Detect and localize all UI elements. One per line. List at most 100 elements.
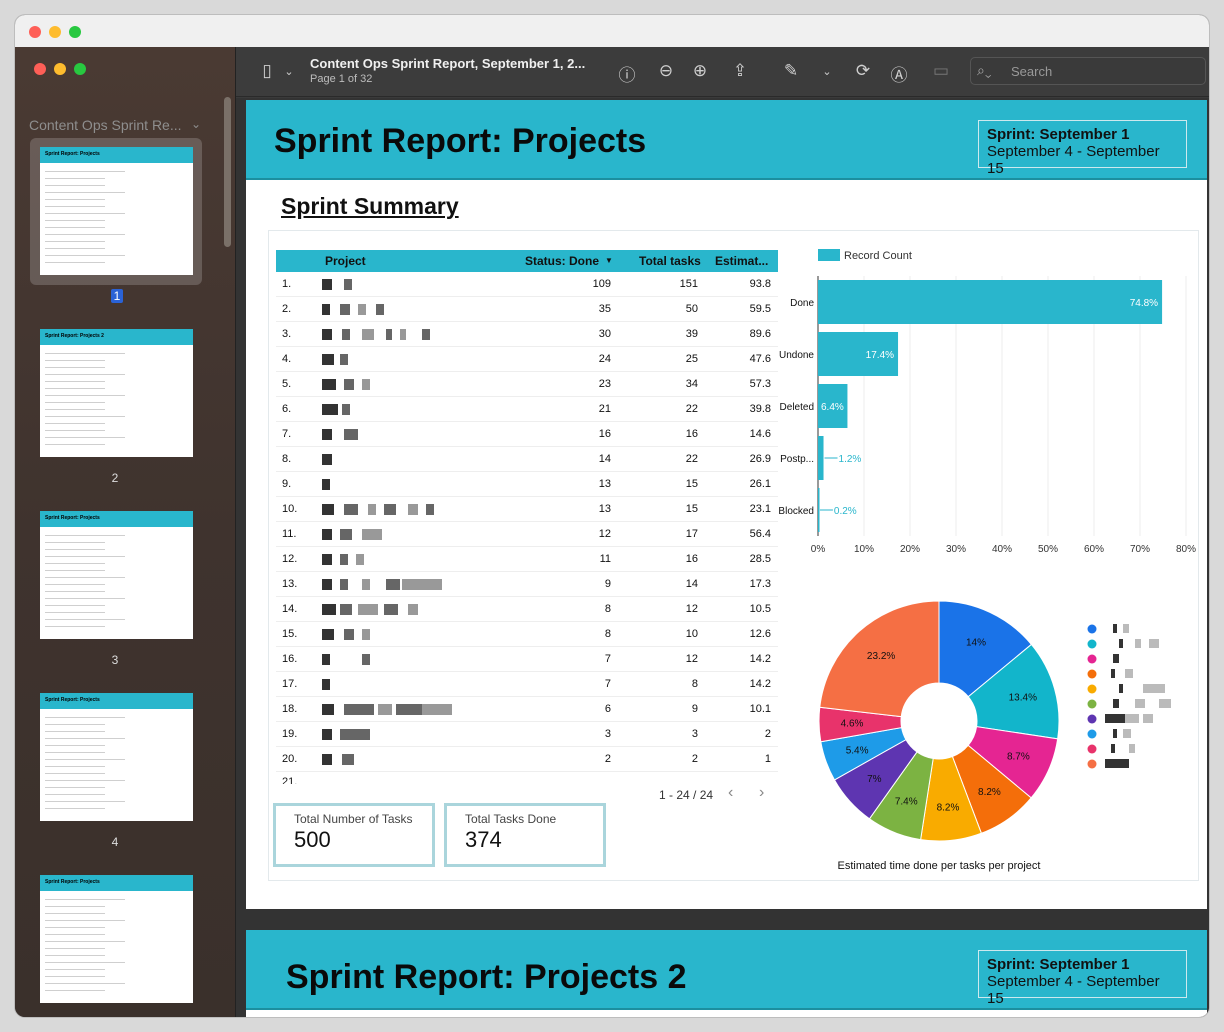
thumbnail-line [45, 752, 105, 753]
cell-status-done: 109 [592, 278, 611, 290]
table-row[interactable]: 4. 24 25 47.6 [276, 347, 778, 372]
legend-label: Record Count [844, 250, 912, 262]
table-row[interactable]: 11. 12 17 56.4 [276, 522, 778, 547]
sprint-label: Sprint: September 1 [987, 126, 1130, 143]
category-label: Blocked [778, 506, 814, 517]
thumbnail-line [45, 570, 105, 571]
cell-status-done: 23 [598, 378, 611, 390]
col-status-done[interactable]: Status: Done [525, 254, 600, 268]
redacted-legend-text [1125, 714, 1139, 723]
redacted-project-name [322, 654, 330, 665]
page-thumbnail[interactable]: Sprint Report: Projects [40, 693, 193, 821]
redacted-project-name [322, 604, 336, 615]
form-fill-icon[interactable]: ▭ [932, 61, 950, 80]
table-row-partial: 21. [276, 772, 778, 784]
table-row[interactable]: 8. 14 22 26.9 [276, 447, 778, 472]
legend-dot [1087, 639, 1097, 649]
sort-desc-icon[interactable]: ▼ [605, 256, 613, 265]
sidebar-toggle-icon[interactable]: ▯ [262, 61, 272, 80]
redacted-project-name [368, 504, 376, 515]
prev-page-icon[interactable]: ‹ [728, 784, 734, 801]
cell-total-tasks: 16 [685, 553, 698, 565]
thumbnail-line [45, 801, 125, 802]
cell-estimate: 39.8 [749, 403, 771, 415]
pagination-label: 1 - 24 / 24 [659, 788, 714, 802]
sidebar-doc-title[interactable]: Content Ops Sprint Re... [29, 117, 182, 133]
redacted-legend-text [1149, 639, 1159, 648]
redacted-project-name [340, 604, 352, 615]
zoom-in-icon[interactable]: ⊕ [692, 61, 708, 80]
redacted-project-name [340, 729, 370, 740]
markup-pen-icon[interactable]: ✎ [783, 61, 799, 80]
table-row[interactable]: 1. 109 151 93.8 [276, 272, 778, 297]
outer-zoom-button[interactable] [69, 26, 81, 38]
redacted-project-name [344, 629, 354, 640]
chevron-down-icon[interactable]: ⌄ [822, 66, 832, 78]
page-info: Page 1 of 32 [310, 73, 373, 85]
annotate-icon[interactable]: Ⓐ [890, 66, 908, 85]
search-placeholder: Search [1011, 64, 1053, 79]
thumbnail-header: Sprint Report: Projects [40, 875, 193, 891]
x-tick-label: 70% [1130, 544, 1150, 555]
rotate-icon[interactable]: ⟳ [855, 61, 871, 80]
col-estimate[interactable]: Estimat... [715, 254, 769, 268]
redacted-legend-text [1155, 684, 1165, 693]
share-icon[interactable]: ⇪ [732, 61, 748, 80]
table-row[interactable]: 17. 7 8 14.2 [276, 672, 778, 697]
redacted-project-name [396, 704, 436, 715]
cell-status-done: 16 [598, 428, 611, 440]
chevron-down-icon[interactable]: ⌄ [191, 117, 202, 131]
redacted-project-name [322, 679, 330, 690]
redacted-legend-text [1143, 684, 1155, 693]
close-button[interactable] [34, 63, 46, 75]
search-field[interactable]: ⌕⌄ Search [970, 57, 1206, 85]
table-row[interactable]: 20. 2 2 1 [276, 747, 778, 772]
zoom-button[interactable] [74, 63, 86, 75]
table-row[interactable]: 18. 6 9 10.1 [276, 697, 778, 722]
table-row[interactable]: 6. 21 22 39.8 [276, 397, 778, 422]
redacted-project-name [340, 354, 348, 365]
page-thumbnail[interactable]: Sprint Report: Projects 2 [40, 329, 193, 457]
table-row[interactable]: 5. 23 34 57.3 [276, 372, 778, 397]
table-row[interactable]: 15. 8 10 12.6 [276, 622, 778, 647]
info-icon[interactable]: ⓘ [618, 66, 636, 85]
redacted-project-name [344, 279, 352, 290]
x-tick-label: 80% [1176, 544, 1196, 555]
chevron-down-icon[interactable]: ⌄ [284, 66, 294, 78]
col-total-tasks[interactable]: Total tasks [639, 254, 701, 268]
thumbnail-line [45, 899, 125, 900]
redacted-project-name [344, 379, 354, 390]
zoom-out-icon[interactable]: ⊖ [658, 61, 674, 80]
sidebar-scrollbar[interactable] [224, 97, 231, 247]
outer-close-button[interactable] [29, 26, 41, 38]
table-row[interactable]: 14. 8 12 10.5 [276, 597, 778, 622]
table-row[interactable]: 10. 13 15 23.1 [276, 497, 778, 522]
redacted-project-name [358, 304, 366, 315]
table-row[interactable]: 12. 11 16 28.5 [276, 547, 778, 572]
page-thumbnail[interactable]: Sprint Report: Projects [40, 875, 193, 1003]
cell-estimate: 26.9 [749, 453, 771, 465]
thumbnail-page-number: 4 [111, 835, 119, 849]
cell-status-done: 14 [598, 453, 611, 465]
page-thumbnail[interactable]: Sprint Report: Projects [40, 511, 193, 639]
col-project[interactable]: Project [325, 254, 366, 268]
table-row[interactable]: 2. 35 50 59.5 [276, 297, 778, 322]
thumbnail-title: Sprint Report: Projects 2 [45, 333, 104, 339]
time-pie-chart: 14% 13.4% 8.7% 8.2% 8.2% 7.4% 7% 5.4% 4.6% 23.2% E… [818, 600, 1171, 872]
thumbnail-line [45, 374, 125, 375]
table-row[interactable]: 13. 9 14 17.3 [276, 572, 778, 597]
table-row[interactable]: 19. 3 3 2 [276, 722, 778, 747]
page-thumbnail[interactable]: Sprint Report: Projects [40, 147, 193, 275]
cell-status-done: 2 [604, 753, 611, 765]
next-page-icon[interactable]: › [759, 784, 765, 801]
outer-minimize-button[interactable] [49, 26, 61, 38]
table-row[interactable]: 9. 13 15 26.1 [276, 472, 778, 497]
table-row[interactable]: 16. 7 12 14.2 [276, 647, 778, 672]
cell-status-done: 8 [604, 628, 611, 640]
minimize-button[interactable] [54, 63, 66, 75]
table-row[interactable]: 7. 16 16 14.6 [276, 422, 778, 447]
table-row[interactable]: 3. 30 39 89.6 [276, 322, 778, 347]
redacted-legend-text [1113, 729, 1117, 738]
redacted-legend-text [1159, 699, 1171, 708]
document-view[interactable]: Sprint Report: Projects Sprint: Septembe… [236, 98, 1209, 1017]
